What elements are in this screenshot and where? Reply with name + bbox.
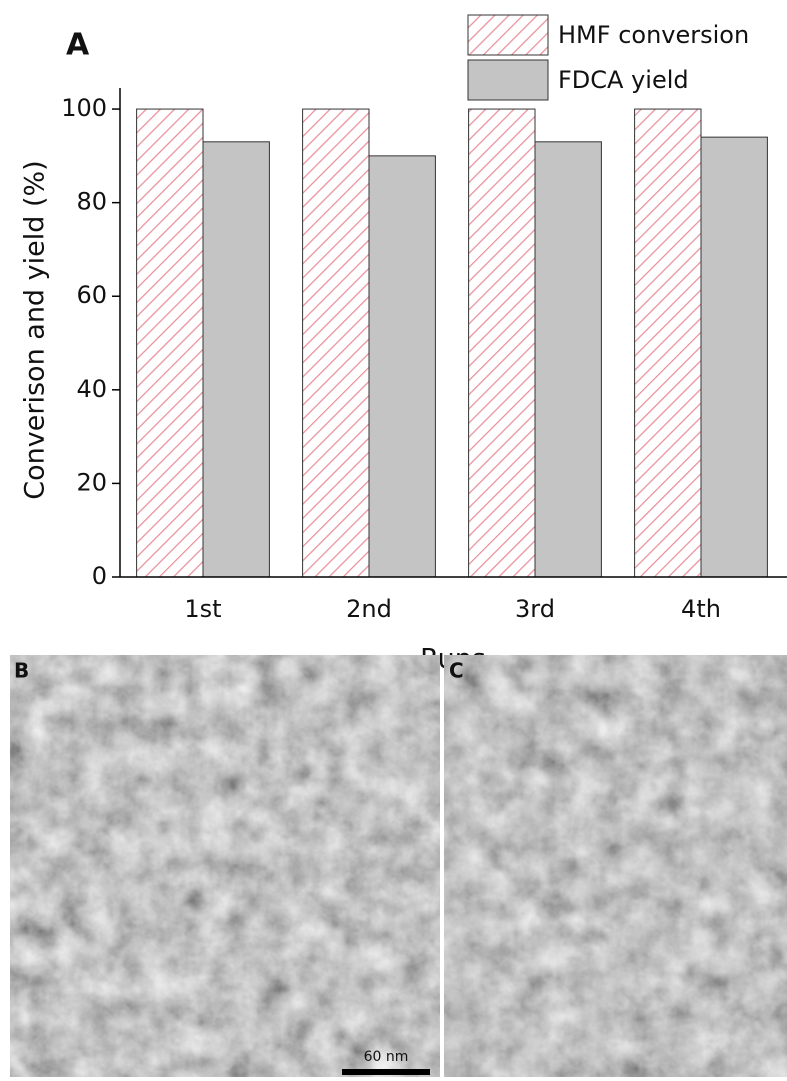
tem-image-c: C	[444, 655, 787, 1077]
bar	[701, 137, 767, 577]
bar	[369, 156, 435, 577]
y-tick-label: 0	[92, 562, 107, 590]
y-tick-label: 20	[76, 468, 107, 496]
tem-image-b: B 60 nm	[10, 655, 440, 1077]
x-tick-label: 2nd	[346, 595, 392, 623]
legend-swatch	[468, 60, 548, 100]
legend-label: FDCA yield	[558, 66, 689, 94]
panel-label: A	[66, 28, 90, 63]
image-label: C	[449, 659, 464, 683]
bar	[137, 109, 203, 577]
bar	[303, 109, 369, 577]
legend-label: HMF conversion	[558, 21, 749, 49]
bar	[469, 109, 535, 577]
image-texture	[444, 655, 787, 1077]
legend-swatch	[468, 15, 548, 55]
y-tick-label: 100	[61, 94, 107, 122]
bar	[203, 142, 269, 577]
x-tick-label: 1st	[184, 595, 221, 623]
x-tick-label: 4th	[681, 595, 721, 623]
x-tick-label: 3rd	[515, 595, 555, 623]
y-axis-label: Converison and yield (%)	[20, 160, 51, 499]
bar	[535, 142, 601, 577]
y-tick-label: 60	[76, 281, 107, 309]
y-tick-label: 80	[76, 188, 107, 216]
scale-bar-label: 60 nm	[364, 1049, 409, 1065]
image-texture	[10, 655, 440, 1077]
bar	[635, 109, 701, 577]
image-label: B	[14, 659, 29, 683]
y-tick-label: 40	[76, 375, 107, 403]
